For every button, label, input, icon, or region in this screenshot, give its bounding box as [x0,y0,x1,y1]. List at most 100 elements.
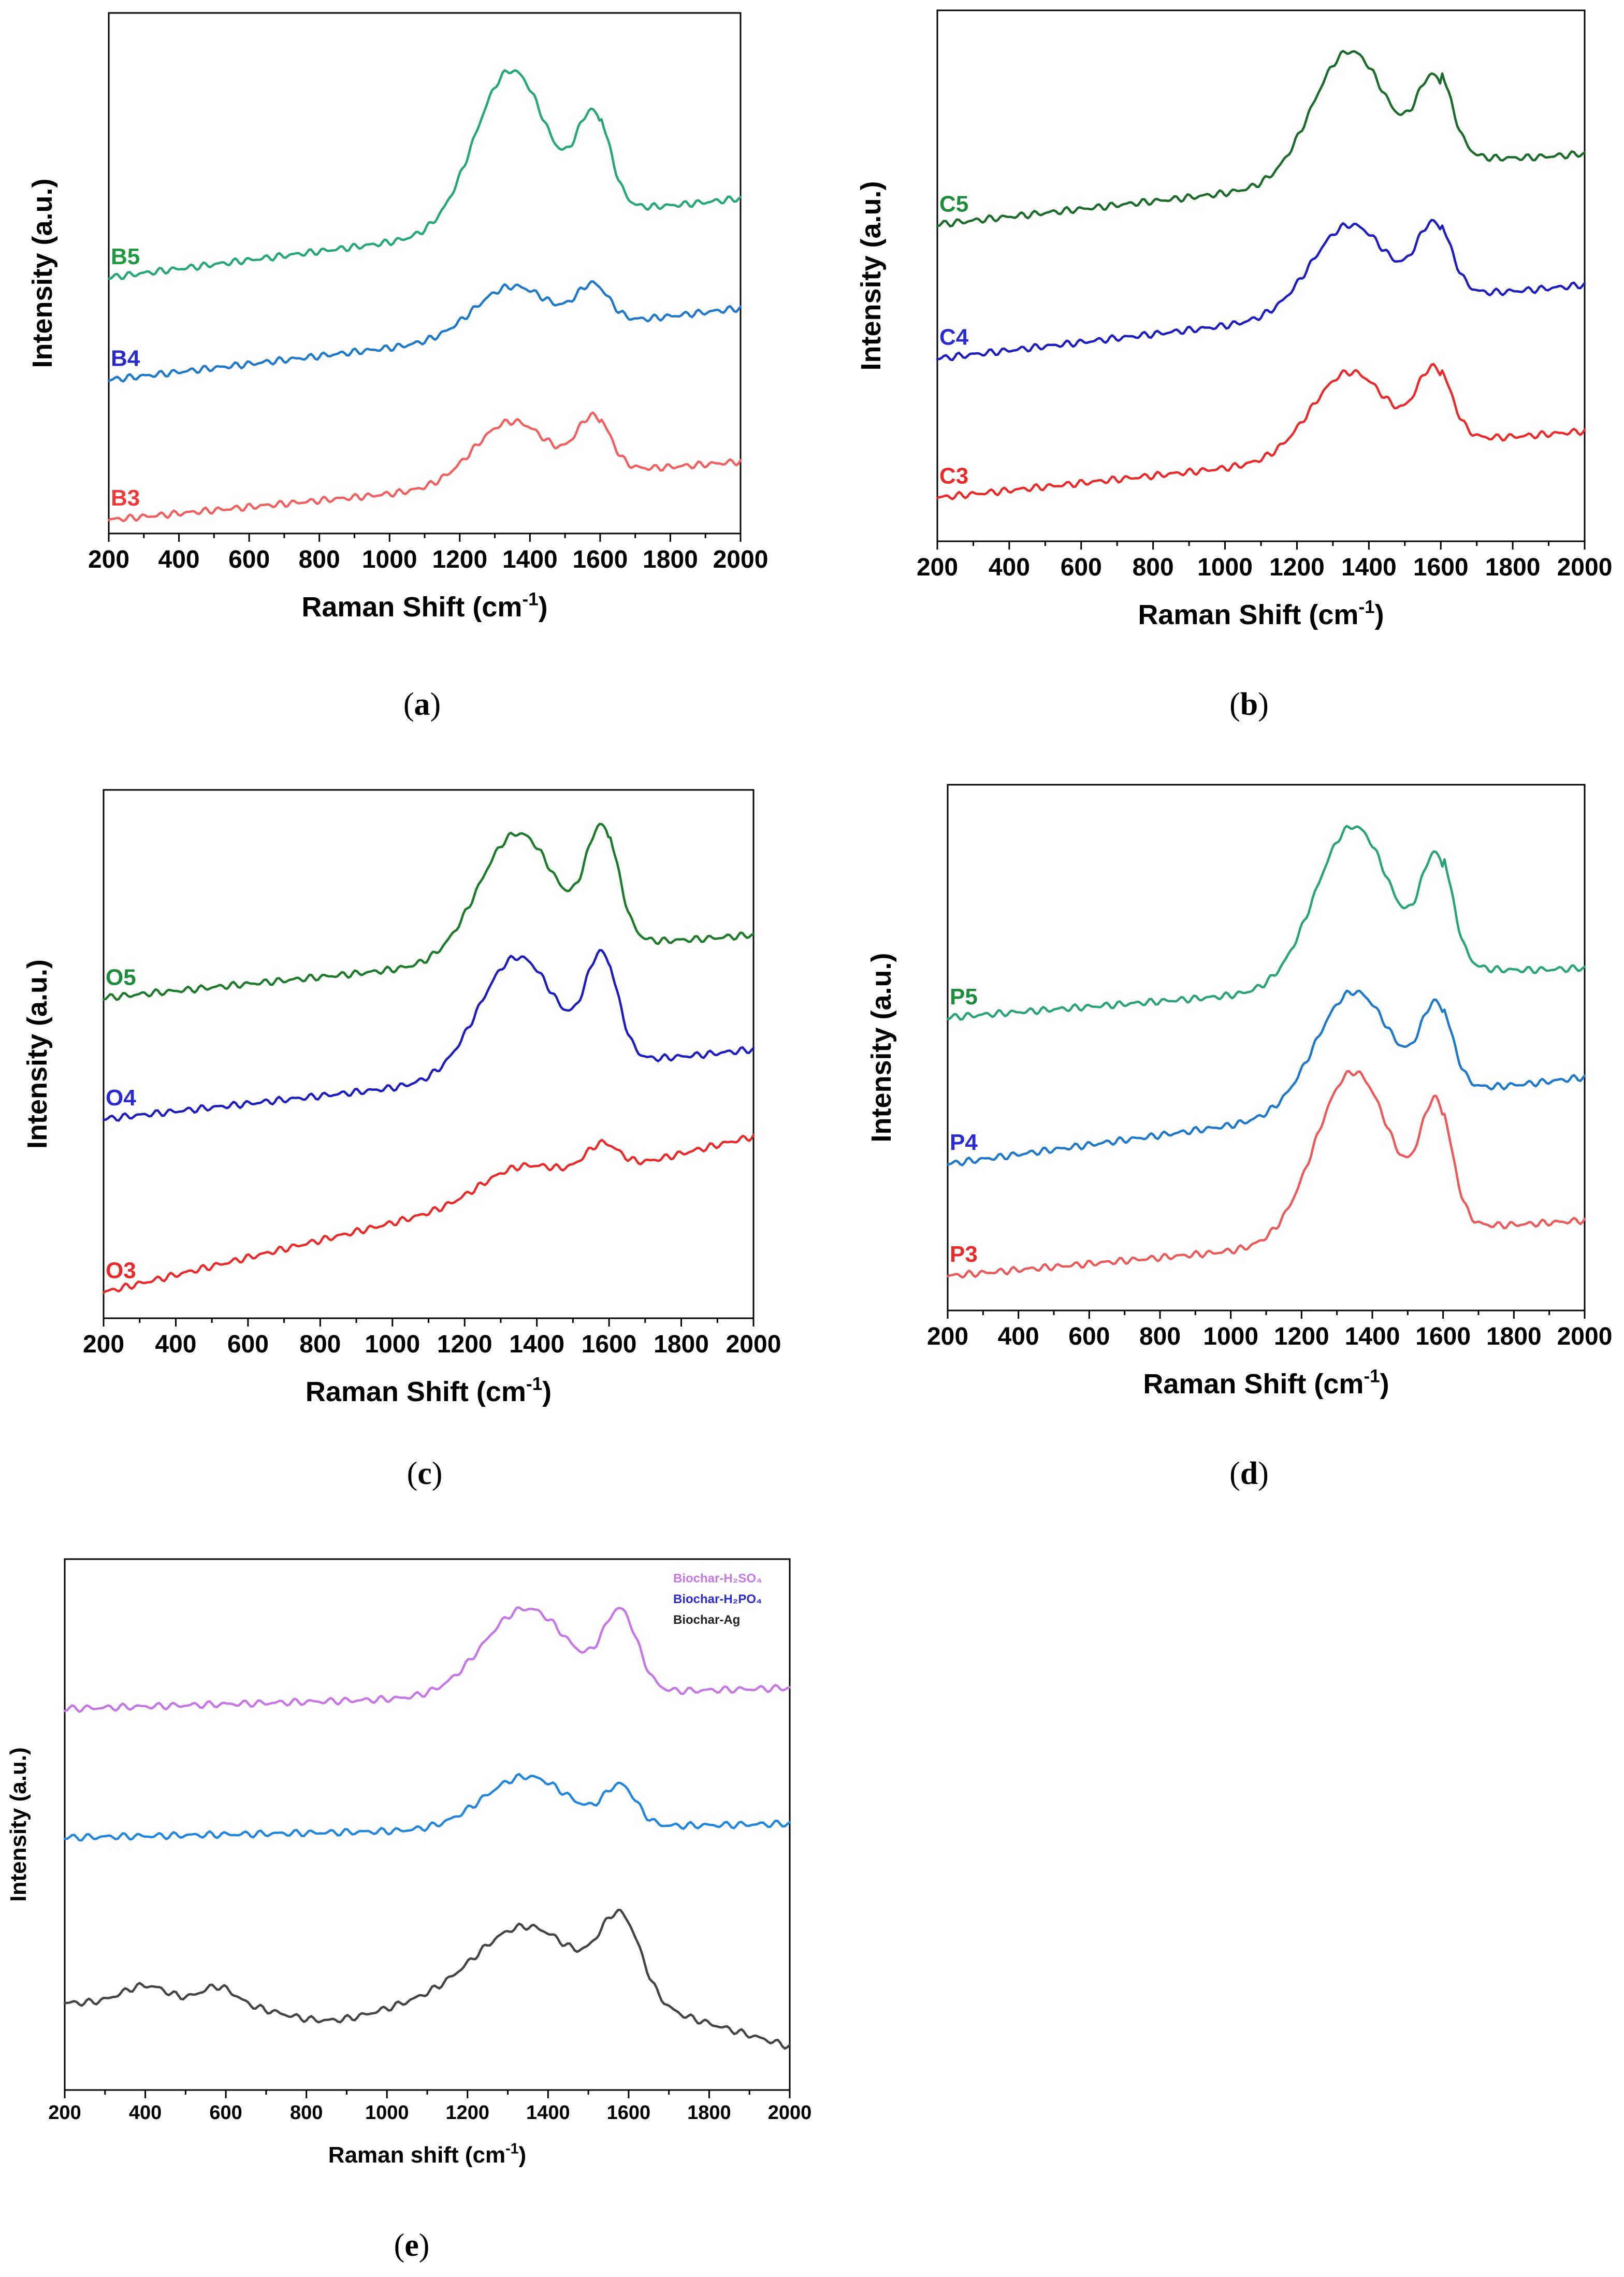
plot-frame [103,789,755,1319]
series-line-3 [107,411,742,523]
x-axis-title: Raman shift (cm-1) [328,2140,526,2168]
x-tick-label: 2000 [1557,554,1613,581]
x-tick-label: 1600 [1415,1323,1471,1350]
chart-panel-e: 200 400 600 800 1000 1200 1400 1600 1800 2000 Rama… [6,1558,812,2263]
x-axis-title: Raman Shift (cm-1) [306,1374,552,1407]
x-tick-label: 1200 [432,546,487,573]
x-tick-label: 400 [129,2102,162,2124]
x-tick-label: 1800 [687,2102,731,2124]
x-tick-label: 200 [48,2102,81,2124]
x-tick-label: 1200 [1269,554,1325,581]
panel-caption: (c) [407,1456,443,1491]
panel-caption: (a) [403,687,441,722]
x-tick-label: 200 [917,554,958,581]
x-tick-label: 2000 [713,546,769,573]
plot-frame [64,1558,791,2091]
plot-frame [108,12,742,535]
x-tick-label: 1200 [1274,1323,1329,1350]
chart-panel-a: 200 400 600 800 1000 1200 1400 1600 1800 2000 Rama… [27,12,769,722]
legend-entry: Biochar-H₂PO₄ [673,1592,762,1606]
series-line-2 [63,1772,791,1842]
x-tick-label: 2000 [726,1331,781,1358]
series-label: C4 [939,325,969,350]
panel-caption: (d) [1229,1456,1269,1491]
x-tick-label: 1800 [1485,554,1541,581]
x-tick-label: 800 [1133,554,1174,581]
x-tick-label: 600 [227,1331,269,1358]
y-axis-title: Intensity (a.u.) [6,1747,31,1901]
x-tick-label: 1400 [1341,554,1397,581]
x-tick-label: 1600 [572,546,628,573]
series-line-2 [107,280,742,383]
x-tick-label: 2000 [768,2102,812,2124]
y-axis-title: Intensity (a.u.) [22,959,53,1149]
x-tick-label: 400 [989,554,1030,581]
x-axis-title: Raman Shift (cm-1) [301,589,547,623]
y-axis-title: Intensity (a.u.) [866,953,897,1142]
x-tick-label: 1200 [437,1331,492,1358]
x-tick-label: 1000 [365,1331,420,1358]
x-tick-label: 800 [1139,1323,1181,1350]
series-line-3 [63,1908,791,2050]
series-line-1 [107,69,742,280]
x-tick-label: 600 [1061,554,1102,581]
series-label: B5 [111,244,140,269]
series-label: P3 [950,1242,978,1267]
x-tick-label: 400 [998,1323,1039,1350]
chart-panel-d: 200 400 600 800 1000 1200 1400 1600 1800 2000 Rama… [866,784,1613,1491]
chart-panel-b: 200 400 600 800 1000 1200 1400 1600 1800 2000 Rama… [856,9,1613,722]
x-tick-label: 800 [299,1331,341,1358]
series-line-2 [946,989,1586,1166]
x-tick-label: 600 [228,546,270,573]
series-line-3 [946,1070,1586,1279]
series-label: B3 [111,485,140,511]
panel-caption: (e) [394,2228,430,2263]
panel-caption: (b) [1229,687,1269,722]
x-tick-label: 200 [83,1331,124,1358]
x-tick-label: 2000 [1557,1323,1613,1350]
x-tick-label: 1400 [502,546,558,573]
chart-panel-c: 200 400 600 800 1000 1200 1400 1600 1800 2000 Rama… [22,789,781,1491]
series-label: C5 [939,192,968,217]
series-line-1 [102,823,755,1001]
x-axis-title: Raman Shift (cm-1) [1143,1366,1389,1400]
x-tick-label: 800 [290,2102,323,2124]
series-line-1 [936,50,1586,228]
series-line-1 [946,825,1586,1021]
x-tick-label: 200 [88,546,129,573]
x-tick-label: 200 [927,1323,968,1350]
x-tick-label: 1600 [607,2102,651,2124]
series-line-1 [63,1606,791,1713]
x-tick-label: 1200 [446,2102,490,2124]
x-tick-label: 1400 [509,1331,564,1358]
x-tick-label: 1000 [362,546,417,573]
x-tick-label: 400 [158,546,200,573]
x-tick-label: 1000 [1197,554,1253,581]
x-tick-label: 1600 [582,1331,637,1358]
y-axis-title: Intensity (a.u.) [856,181,887,370]
series-label: O5 [106,965,136,990]
series-label: C3 [939,464,968,489]
series-line-2 [936,219,1586,362]
x-tick-label: 600 [209,2102,242,2124]
series-label: O3 [106,1258,136,1283]
x-tick-label: 800 [299,546,340,573]
legend-entry: Biochar-Ag [673,1613,740,1627]
series-line-3 [102,1134,755,1294]
series-label: B4 [111,346,140,371]
x-tick-label: 1800 [1486,1323,1542,1350]
x-tick-label: 600 [1068,1323,1110,1350]
x-tick-label: 1600 [1413,554,1469,581]
series-line-3 [936,363,1586,500]
x-tick-label: 400 [155,1331,196,1358]
x-axis-title: Raman Shift (cm-1) [1138,597,1384,630]
x-tick-label: 1000 [1203,1323,1258,1350]
legend-entry: Biochar-H₂SO₄ [673,1572,762,1586]
series-label: O4 [106,1085,136,1111]
x-tick-label: 1800 [643,546,698,573]
x-tick-label: 1800 [654,1331,709,1358]
y-axis-title: Intensity (a.u.) [27,178,58,368]
series-line-2 [102,949,755,1122]
series-label: P4 [950,1130,978,1155]
